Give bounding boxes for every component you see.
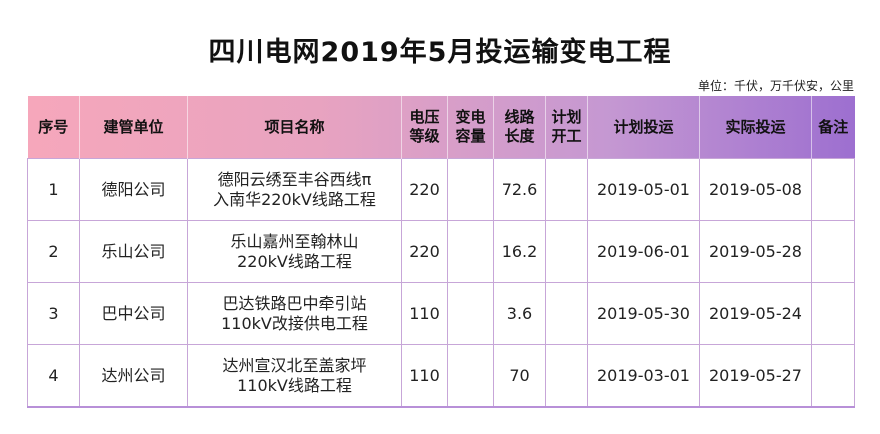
header-plan-start: 计划 开工 — [545, 96, 588, 159]
header-capacity: 变电 容量 — [447, 96, 494, 159]
cell-capacity — [447, 344, 494, 408]
cell-unit: 巴中公司 — [79, 282, 188, 345]
header-plan-start-line2: 开工 — [551, 127, 582, 145]
header-voltage: 电压 等级 — [401, 96, 448, 159]
cell-capacity — [447, 220, 494, 283]
cell-actual-op: 2019-05-24 — [699, 282, 812, 345]
cell-project-line1: 乐山嘉州至翰林山 — [230, 231, 359, 251]
cell-plan-op: 2019-03-01 — [587, 344, 700, 408]
cell-actual-op: 2019-05-27 — [699, 344, 812, 408]
cell-plan-op: 2019-05-01 — [587, 158, 700, 221]
header-voltage-line1: 电压 — [409, 108, 440, 126]
header-actual-op: 实际投运 — [699, 96, 812, 159]
cell-unit: 德阳公司 — [79, 158, 188, 221]
cell-remark — [811, 158, 855, 221]
cell-project: 德阳云绣至丰谷西线π 入南华220kV线路工程 — [187, 158, 402, 221]
cell-project: 达州宣汉北至盖家坪 110kV线路工程 — [187, 344, 402, 408]
cell-project-line2: 110kV改接供电工程 — [221, 313, 368, 333]
cell-voltage: 220 — [401, 220, 448, 283]
cell-project: 巴达铁路巴中牵引站 110kV改接供电工程 — [187, 282, 402, 345]
cell-length: 16.2 — [493, 220, 546, 283]
cell-plan-start — [545, 220, 588, 283]
header-voltage-line2: 等级 — [409, 127, 440, 145]
table-row: 4 达州公司 达州宣汉北至盖家坪 110kV线路工程 110 70 2019-0… — [27, 344, 855, 408]
header-plan-start-line1: 计划 — [551, 108, 582, 126]
project-table: 序号 建管单位 项目名称 电压 等级 变电 容量 线路 长度 计划 开工 计划投… — [27, 96, 855, 408]
cell-unit: 达州公司 — [79, 344, 188, 408]
cell-length: 70 — [493, 344, 546, 408]
cell-capacity — [447, 158, 494, 221]
cell-capacity — [447, 282, 494, 345]
cell-project-line1: 巴达铁路巴中牵引站 — [222, 293, 367, 313]
cell-voltage: 220 — [401, 158, 448, 221]
header-project: 项目名称 — [187, 96, 402, 159]
cell-plan-start — [545, 344, 588, 408]
header-plan-op: 计划投运 — [587, 96, 700, 159]
cell-unit: 乐山公司 — [79, 220, 188, 283]
header-length: 线路 长度 — [493, 96, 546, 159]
table-header-row: 序号 建管单位 项目名称 电压 等级 变电 容量 线路 长度 计划 开工 计划投… — [27, 96, 855, 159]
page-title: 四川电网2019年5月投运输变电工程 — [208, 37, 672, 68]
cell-seq: 2 — [27, 220, 80, 283]
cell-seq: 4 — [27, 344, 80, 408]
table-row: 2 乐山公司 乐山嘉州至翰林山 220kV线路工程 220 16.2 2019-… — [27, 220, 855, 283]
cell-project-line2: 入南华220kV线路工程 — [213, 189, 376, 209]
cell-seq: 3 — [27, 282, 80, 345]
cell-remark — [811, 344, 855, 408]
cell-project: 乐山嘉州至翰林山 220kV线路工程 — [187, 220, 402, 283]
unit-note: 单位：千伏，万千伏安，公里 — [697, 79, 854, 93]
header-seq: 序号 — [27, 96, 80, 159]
cell-actual-op: 2019-05-28 — [699, 220, 812, 283]
cell-project-line2: 110kV线路工程 — [237, 375, 352, 395]
cell-plan-op: 2019-06-01 — [587, 220, 700, 283]
header-unit: 建管单位 — [79, 96, 188, 159]
header-length-line1: 线路 — [504, 108, 535, 126]
cell-plan-op: 2019-05-30 — [587, 282, 700, 345]
table-row: 3 巴中公司 巴达铁路巴中牵引站 110kV改接供电工程 110 3.6 201… — [27, 282, 855, 345]
cell-remark — [811, 282, 855, 345]
cell-actual-op: 2019-05-08 — [699, 158, 812, 221]
cell-remark — [811, 220, 855, 283]
cell-plan-start — [545, 282, 588, 345]
cell-voltage: 110 — [401, 344, 448, 408]
cell-plan-start — [545, 158, 588, 221]
header-remark: 备注 — [818, 117, 849, 136]
cell-voltage: 110 — [401, 282, 448, 345]
cell-length: 3.6 — [493, 282, 546, 345]
table-row: 1 德阳公司 德阳云绣至丰谷西线π 入南华220kV线路工程 220 72.6 … — [27, 158, 855, 221]
cell-project-line1: 德阳云绣至丰谷西线π — [217, 169, 372, 189]
cell-seq: 1 — [27, 158, 80, 221]
header-length-line2: 长度 — [504, 127, 535, 145]
cell-project-line1: 达州宣汉北至盖家坪 — [222, 355, 367, 375]
header-capacity-line2: 容量 — [455, 127, 486, 145]
cell-length: 72.6 — [493, 158, 546, 221]
cell-project-line2: 220kV线路工程 — [237, 251, 352, 271]
header-capacity-line1: 变电 — [455, 108, 486, 126]
